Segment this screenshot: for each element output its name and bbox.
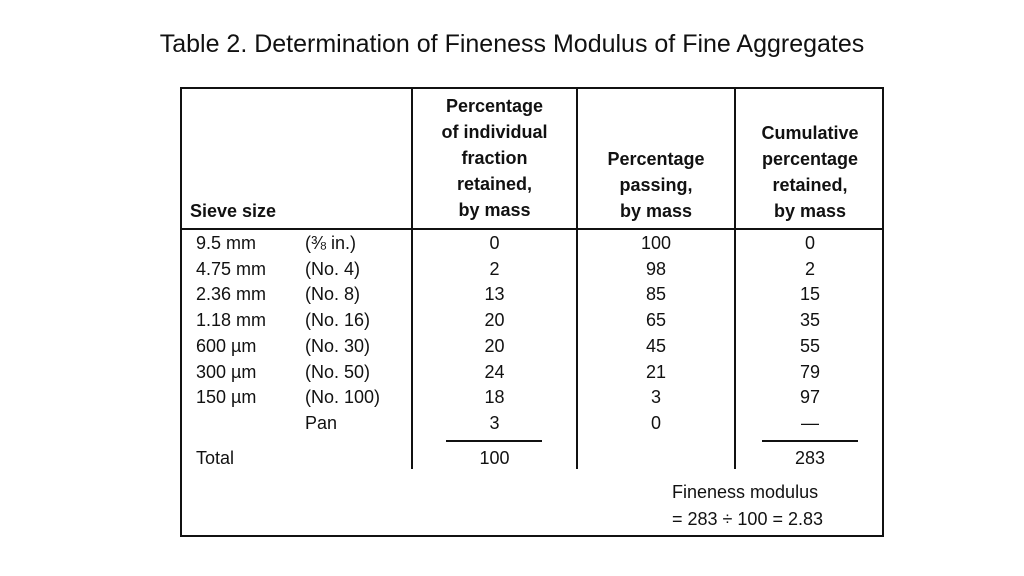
cell-individual: 24: [484, 361, 505, 382]
cell-size: 9.5 mm: [196, 233, 257, 253]
cell-individual: 0: [489, 233, 500, 253]
table-frame: [180, 87, 884, 537]
cell-individual: 3: [489, 412, 500, 433]
cell-passing: 65: [645, 310, 667, 331]
page-title: Table 2. Determination of Fineness Modul…: [159, 30, 865, 58]
fineness-calculation: = 283 ÷ 100 = 2.83: [672, 509, 824, 529]
header-cumulative: Cumulative percentage retained, by mass: [761, 123, 859, 221]
cell-cumulative: 35: [799, 310, 821, 331]
cell-size: 4.75 mm: [196, 258, 267, 279]
cell-passing: 21: [645, 361, 667, 382]
cell-passing: 98: [645, 258, 667, 279]
cell-individual: 20: [484, 310, 505, 331]
cell-passing: 0: [650, 412, 661, 433]
cell-passing: 100: [640, 233, 672, 253]
sum-rule-individual: [446, 440, 542, 442]
total-individual: 100: [479, 448, 510, 468]
header-divider: [180, 228, 884, 230]
cell-passing: 3: [650, 387, 661, 408]
fineness-label: Fineness modulus: [672, 482, 819, 502]
total-label: Total: [196, 448, 235, 468]
cell-size: 300 µm: [196, 361, 257, 382]
cell-no: Pan: [305, 412, 338, 433]
cell-cumulative: 97: [799, 387, 821, 408]
cell-cumulative: 2: [804, 258, 815, 279]
total-cumulative: 283: [794, 448, 826, 468]
cell-individual: 20: [484, 335, 505, 356]
cell-passing: 45: [645, 335, 667, 356]
column-divider: [734, 89, 736, 469]
cell-cumulative: 15: [799, 284, 821, 305]
sum-rule-cumulative: [762, 440, 858, 442]
cell-individual: 18: [484, 387, 505, 408]
column-divider: [576, 89, 578, 469]
cell-cumulative: 0: [804, 233, 815, 253]
cell-size: 600 µm: [196, 335, 257, 356]
header-individual: Percentage of individual fraction retain…: [441, 96, 548, 220]
cell-individual: 13: [484, 284, 505, 305]
cell-no: (⅜ in.): [305, 233, 357, 253]
cell-no: (No. 100): [305, 387, 381, 408]
cell-passing: 85: [645, 284, 667, 305]
cell-no: (No. 16): [305, 310, 371, 331]
cell-cumulative: 55: [799, 335, 821, 356]
cell-cumulative: —: [801, 412, 819, 433]
cell-size: 2.36 mm: [196, 284, 267, 305]
cell-no: (No. 30): [305, 335, 371, 356]
column-divider: [411, 89, 413, 469]
cell-no: (No. 4): [305, 258, 361, 279]
cell-size: 1.18 mm: [196, 310, 267, 331]
cell-size: 150 µm: [196, 387, 257, 408]
header-passing: Percentage passing, by mass: [607, 149, 705, 221]
cell-no: (No. 50): [305, 361, 371, 382]
cell-individual: 2: [489, 258, 500, 279]
header-sieve-size: Sieve size: [190, 201, 277, 221]
cell-no: (No. 8): [305, 284, 361, 305]
cell-cumulative: 79: [799, 361, 821, 382]
